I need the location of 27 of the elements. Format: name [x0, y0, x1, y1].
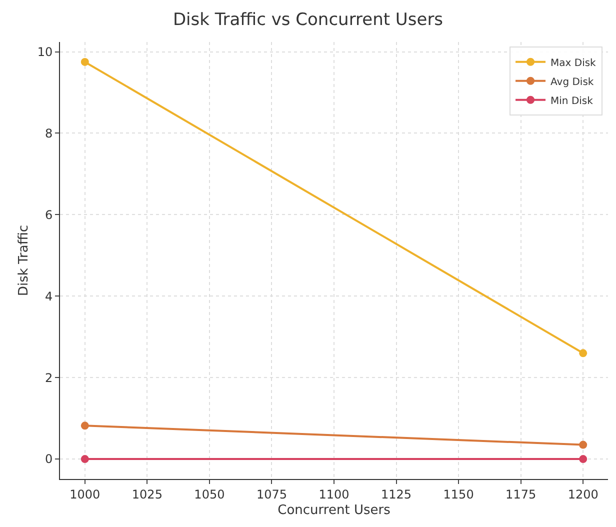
x-tick-label: 1175 — [506, 487, 536, 502]
x-tick-label: 1125 — [380, 487, 412, 502]
point — [579, 440, 588, 449]
y-tick-label: 2 — [44, 370, 53, 385]
y-tick-label: 8 — [44, 126, 53, 140]
legend-label: Max Disk — [550, 58, 596, 69]
point — [579, 455, 588, 464]
point — [80, 455, 89, 464]
point — [80, 422, 89, 430]
x-axis-title: Concurrent Users — [278, 503, 391, 518]
x-tick-label: 1100 — [318, 487, 350, 502]
legend-label: Avg Disk — [550, 76, 594, 88]
x-tick-label: 1050 — [194, 487, 225, 502]
legend-label: Min Disk — [550, 96, 594, 107]
point — [80, 58, 89, 66]
x-tick-label: 1000 — [70, 487, 100, 502]
y-tick-label: 10 — [37, 44, 53, 59]
y-tick-label: 4 — [44, 289, 53, 304]
chart-title: Disk Traffic vs Concurrent Users — [172, 10, 444, 30]
y-tick-label: 6 — [44, 208, 53, 222]
x-tick-label: 1025 — [132, 487, 162, 502]
point — [579, 349, 588, 358]
y-tick-label: 0 — [44, 452, 53, 466]
x-tick-label: 1075 — [256, 487, 288, 502]
x-tick-label: 1200 — [568, 487, 598, 502]
x-tick-label: 1150 — [443, 487, 474, 502]
y-axis-title: Disk Traffic — [16, 224, 32, 296]
